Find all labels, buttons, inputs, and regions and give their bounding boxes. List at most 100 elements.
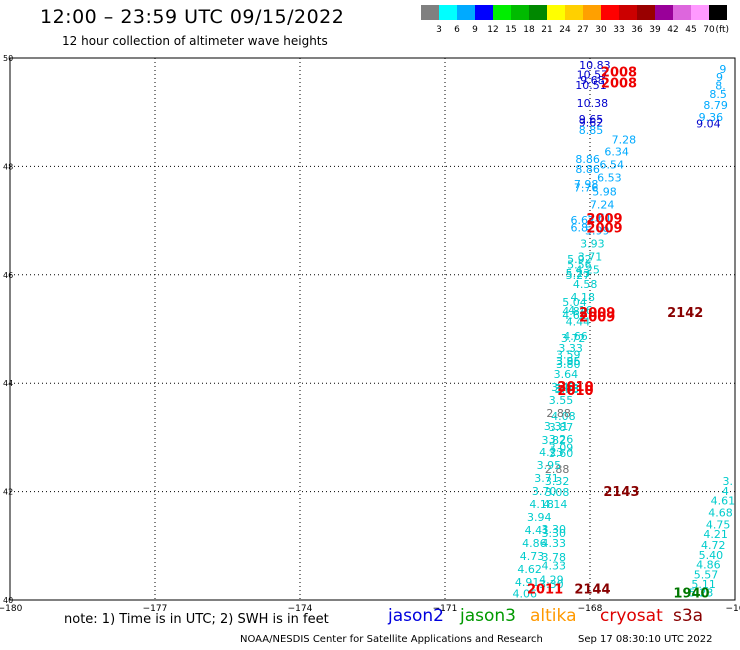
wave-height-label: 3.71 [578,251,603,264]
wave-height-label: 10.38 [577,97,609,110]
y-tick-label: 42 [3,488,13,497]
wave-height-label: 9.62 [579,116,604,129]
footer-timestamp: Sep 17 08:30:10 UTC 2022 [578,634,713,645]
wave-height-label: 3.32 [545,475,570,488]
wave-height-label: 3.33 [558,342,583,355]
wave-height-label: 3.93 [580,238,605,251]
wave-height-label: 8.79 [703,99,728,112]
wave-height-label: 3.87 [549,421,574,434]
wave-height-label: 4.41 [525,524,550,537]
pass-time-label: 2011 [527,582,563,597]
colorbar-swatch [547,5,565,20]
wave-height-label: 5.56 [567,258,592,271]
wave-height-label: 3. [723,475,734,488]
wave-height-label: 4.72 [701,539,726,552]
wave-height-label: 3.72 [561,332,586,345]
wave-height-label: 3.64 [554,368,579,381]
colorbar-swatch [619,5,637,20]
wave-height-label: 7.28 [612,134,637,147]
wave-height-label: 9 [719,63,726,76]
colorbar-tick-label: 39 [649,25,661,35]
wave-height-label: 9.04 [696,117,721,130]
wave-height-label: 3.82 [542,434,567,447]
x-tick-label: −16 [726,604,740,614]
wave-height-label: 4.14 [543,498,568,511]
wave-height-label: 4 [722,485,729,498]
wave-height-label: 3.70 [532,485,557,498]
wave-height-label: 4.86 [522,537,547,550]
wave-height-label: 3.98 [555,382,580,395]
wave-height-label: 4.08 [551,410,576,423]
wave-height-label: 9 [716,71,723,84]
wave-height-label: 3.60 [549,447,574,460]
wave-height-label: 5.98 [592,186,617,199]
wave-height-label: 4.18 [571,291,596,304]
wave-height-label: 5.57 [694,568,719,581]
wave-height-label: 4.16 [568,304,593,317]
legend-s3a: s3a [673,606,704,626]
footer-credit: NOAA/NESDIS Center for Satellite Applica… [240,634,543,645]
wave-height-label: 3.94 [527,511,552,524]
y-tick-label: 44 [3,379,13,388]
wave-height-label: 8.5 [709,88,727,101]
colorbar-swatch [583,5,601,20]
x-tick-label: −180 [0,604,23,614]
colorbar-tick-label: 6 [454,25,460,35]
wave-height-label: 6.82 [571,221,596,234]
wave-height-label: 5.92 [567,253,592,266]
wave-height-label: 3.59 [556,348,581,361]
wave-height-label: 5.99 [585,225,610,238]
pass-time-label: 2009 [579,310,615,325]
colorbar-swatch [655,5,673,20]
wave-height-label: 4.73 [520,550,545,563]
wave-height-label: 5.27 [566,269,591,282]
pass-time-label: 2010 [557,380,593,395]
wave-height-label: 5.23 [566,267,591,280]
colorbar-swatch [421,5,439,20]
colorbar-tick-label: 3 [436,25,442,35]
colorbar-tick-label: 21 [541,25,552,35]
wave-height-label: 4.18 [529,498,554,511]
legend-note: note: 1) Time is in UTC; 2) SWH is in fe… [64,612,329,627]
wave-height-label: 5.40 [699,549,724,562]
wave-height-label: 6.54 [600,159,625,172]
colorbar-tick-label: 15 [505,25,516,35]
colorbar-tick-label: 42 [667,25,678,35]
wave-height-label: 5.04 [562,296,587,309]
x-tick-label: −171 [433,604,458,614]
wave-height-label: 2.88 [546,407,571,420]
y-tick-label: 50 [3,54,13,63]
wave-height-label: 6.53 [597,172,622,185]
wave-height-label: 4.33 [542,560,567,573]
chart-title: 12:00 – 23:59 UTC 09/15/2022 [40,6,345,28]
x-tick-label: −174 [288,604,313,614]
x-tick-label: −168 [578,604,603,614]
wave-height-label: 3.95 [537,459,562,472]
wave-height-label: 4.68 [708,507,733,520]
plot-frame [9,57,736,601]
wave-height-label: 4.58 [573,278,598,291]
wave-height-label: 3.98 [555,383,580,396]
pass-time-label: 2008 [601,65,637,80]
pass-time-label: 2142 [667,306,703,321]
wave-height-label: 8.86 [575,163,600,176]
colorbar-swatch [529,5,547,20]
colorbar-swatch [493,5,511,20]
wave-height-label: 3.26 [549,433,574,446]
pass-time-label: 2009 [586,212,622,227]
colorbar-tick-label: 70 [703,25,715,35]
wave-height-label: 4.44 [566,316,591,329]
wave-height-label: 3.30 [542,527,567,540]
colorbar-unit: (ft) [715,25,729,35]
wave-height-label: 7.24 [590,199,615,212]
y-tick-label: 46 [3,271,13,280]
pass-time-label: 2008 [601,76,637,91]
colorbar-swatch [475,5,493,20]
colorbar-legend: 3 6 9 12 15 18 21 24 27 30 33 36 39 42 45 70 (ft) [421,5,729,35]
colorbar-swatch [457,5,475,20]
colorbar-swatch [673,5,691,20]
wave-height-label: 4.29 [539,574,564,587]
wave-height-label: 10.83 [579,59,611,72]
wave-height-label: 4.23 [539,446,564,459]
